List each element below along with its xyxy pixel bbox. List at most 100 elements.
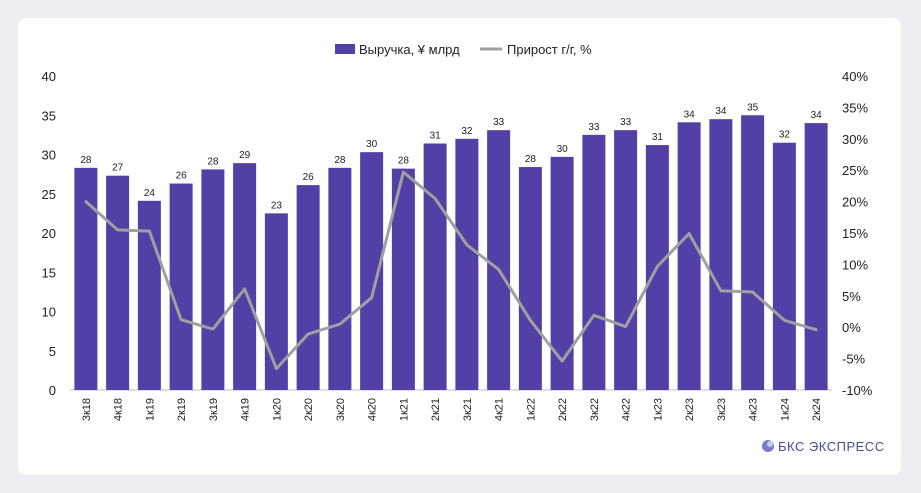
x-category-label: 4к23 [748,398,760,421]
revenue-data-label: 30 [557,144,569,155]
y-right-tick-label: -10% [842,383,873,398]
x-category-label: 1к19 [144,398,156,421]
y-right-tick-label: 20% [842,195,868,210]
y-left-tick-label: 35 [42,108,56,123]
x-category-label: 3к22 [589,398,601,421]
revenue-bars [74,115,828,391]
y-left-tick-label: 25 [42,187,56,202]
x-axis-categories: 3к18 4к18 1к19 2к19 3к19 4к19 1к20 2к20 3к20 4к20… [81,398,823,421]
y-right-tick-label: -5% [842,352,866,367]
revenue-data-label: 26 [303,172,315,183]
revenue-data-label: 35 [747,102,759,113]
x-category-label: 2к20 [303,398,315,421]
revenue-data-label: 27 [112,163,124,174]
revenue-bar [360,152,384,390]
revenue-data-label: 33 [588,122,600,133]
y-right-tick-label: 15% [842,226,868,241]
x-category-label: 2к21 [430,398,442,421]
revenue-bar [614,130,638,390]
y-axis-left: 0 5 10 15 20 25 30 35 40 [42,69,56,398]
brand-logo: БКС ЭКСПРЕСС [762,439,885,454]
x-category-label: 3к20 [335,398,347,421]
legend: Выручка, ¥ млрд Прирост г/г, % [335,42,592,57]
y-right-tick-label: 5% [842,289,861,304]
revenue-bar [201,169,225,390]
x-category-label: 2к22 [557,398,569,421]
revenue-data-label: 29 [239,150,251,161]
x-category-label: 2к23 [684,398,696,421]
revenue-data-label: 34 [811,110,823,121]
revenue-data-label: 26 [176,171,188,182]
y-left-tick-label: 40 [42,69,56,84]
y-right-tick-label: 10% [842,257,868,272]
y-right-tick-label: 40% [842,69,868,84]
revenue-bar [487,130,511,390]
revenue-data-label: 31 [430,131,442,142]
revenue-bar [772,142,796,390]
revenue-data-label: 34 [684,109,696,120]
x-category-label: 1к22 [525,398,537,421]
revenue-bar [423,143,447,390]
x-category-label: 3к21 [462,398,474,421]
revenue-bar [106,175,130,390]
y-right-tick-label: 25% [842,163,868,178]
y-left-tick-label: 5 [49,344,56,359]
revenue-bar [677,122,701,390]
x-category-label: 4к20 [367,398,379,421]
x-category-label: 4к18 [113,398,125,421]
revenue-data-label: 28 [398,156,410,167]
revenue-data-label: 28 [80,155,92,166]
revenue-bar [518,167,542,390]
legend-label-growth: Прирост г/г, % [507,42,592,57]
revenue-bar [804,123,828,390]
x-category-label: 1к23 [652,398,664,421]
revenue-bar [328,167,352,390]
revenue-data-labels: 28 27 24 26 28 29 23 26 28 30 28 31 32 33 28 30 33 33 31 34… [80,102,822,211]
y-right-tick-label: 35% [842,100,868,115]
x-category-label: 4к21 [494,398,506,421]
revenue-data-label: 33 [620,117,632,128]
revenue-bar [169,183,193,390]
revenue-bar [233,163,257,390]
brand-name: БКС ЭКСПРЕСС [778,439,885,454]
revenue-data-label: 28 [334,155,346,166]
revenue-data-label: 30 [366,139,378,150]
revenue-data-label: 24 [144,188,156,199]
revenue-bar [264,213,288,390]
revenue-data-label: 34 [715,106,727,117]
growth-line [84,170,818,371]
legend-swatch-revenue [335,44,355,54]
y-left-tick-label: 0 [49,383,56,398]
y-left-tick-label: 15 [42,265,56,280]
revenue-data-label: 28 [525,154,537,165]
revenue-bar [296,185,320,390]
revenue-bar [709,119,733,391]
chart-card: Выручка, ¥ млрд Прирост г/г, % 0 5 10 15 20 2… [18,18,901,475]
y-left-tick-label: 20 [42,226,56,241]
revenue-data-label: 32 [461,126,473,137]
y-left-tick-label: 10 [42,305,56,320]
revenue-bar [455,138,479,390]
chart: Выручка, ¥ млрд Прирост г/г, % 0 5 10 15 20 2… [42,42,885,454]
x-category-label: 3к18 [81,398,93,421]
revenue-data-label: 32 [779,130,791,141]
x-category-label: 4к22 [621,398,633,421]
legend-label-revenue: Выручка, ¥ млрд [359,42,460,57]
x-category-label: 1к21 [398,398,410,421]
revenue-bar [74,167,98,390]
revenue-data-label: 31 [652,132,664,143]
revenue-data-label: 23 [271,200,283,211]
x-category-label: 3к23 [716,398,728,421]
y-right-tick-label: 30% [842,132,868,147]
revenue-bar [550,156,574,390]
x-category-label: 1к24 [779,398,791,421]
revenue-bar [582,134,606,390]
y-left-tick-label: 30 [42,148,56,163]
y-right-tick-label: 0% [842,320,861,335]
x-category-label: 2к19 [176,398,188,421]
revenue-bar [391,168,415,390]
revenue-bar [741,115,765,390]
revenue-data-label: 33 [493,117,505,128]
x-category-label: 2к24 [811,398,823,421]
x-category-label: 1к20 [271,398,283,421]
